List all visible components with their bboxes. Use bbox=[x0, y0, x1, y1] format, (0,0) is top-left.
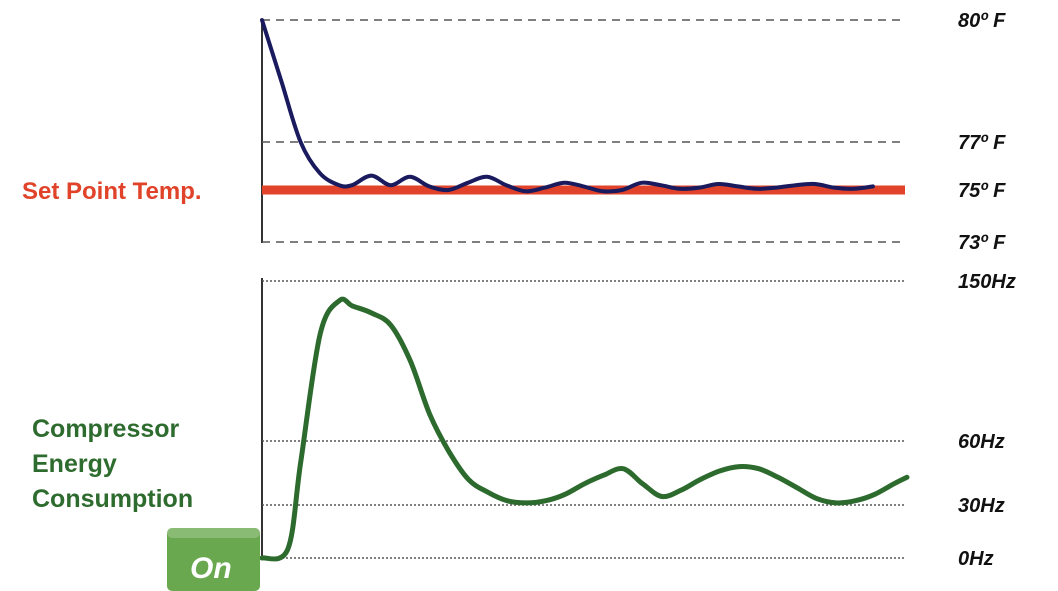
temperature-tick-label: 77º F bbox=[958, 132, 1006, 154]
compressor-tick-label: 150Hz bbox=[958, 271, 1016, 293]
temperature-tick-label: 73º F bbox=[958, 232, 1006, 254]
on-button-background[interactable] bbox=[167, 528, 260, 591]
energy-label-line-1: Compressor bbox=[32, 415, 180, 443]
energy-label: Compressor Energy Consumption bbox=[32, 415, 193, 513]
on-button-bevel bbox=[167, 528, 260, 538]
compressor-tick-label: 0Hz bbox=[958, 548, 994, 570]
compressor-tick-label: 30Hz bbox=[958, 495, 1005, 517]
temperature-tick-label: 80º F bbox=[958, 10, 1006, 32]
compressor-panel: 150Hz 60Hz 30Hz 0Hz Compressor Energy Consu… bbox=[32, 271, 1016, 570]
setpoint-label: Set Point Temp. bbox=[22, 178, 202, 205]
temperature-panel: 80º F 77º F 75º F 73º F Set Point Temp. bbox=[22, 10, 1006, 254]
on-button-label: On bbox=[190, 552, 232, 585]
compressor-tick-label: 60Hz bbox=[958, 431, 1005, 453]
temperature-series-line bbox=[260, 18, 875, 194]
energy-label-line-2: Energy bbox=[32, 450, 117, 478]
temperature-tick-label: 75º F bbox=[958, 180, 1006, 202]
compressor-series-line bbox=[259, 296, 910, 562]
on-button[interactable]: On bbox=[167, 528, 260, 591]
energy-label-line-3: Consumption bbox=[32, 485, 193, 513]
